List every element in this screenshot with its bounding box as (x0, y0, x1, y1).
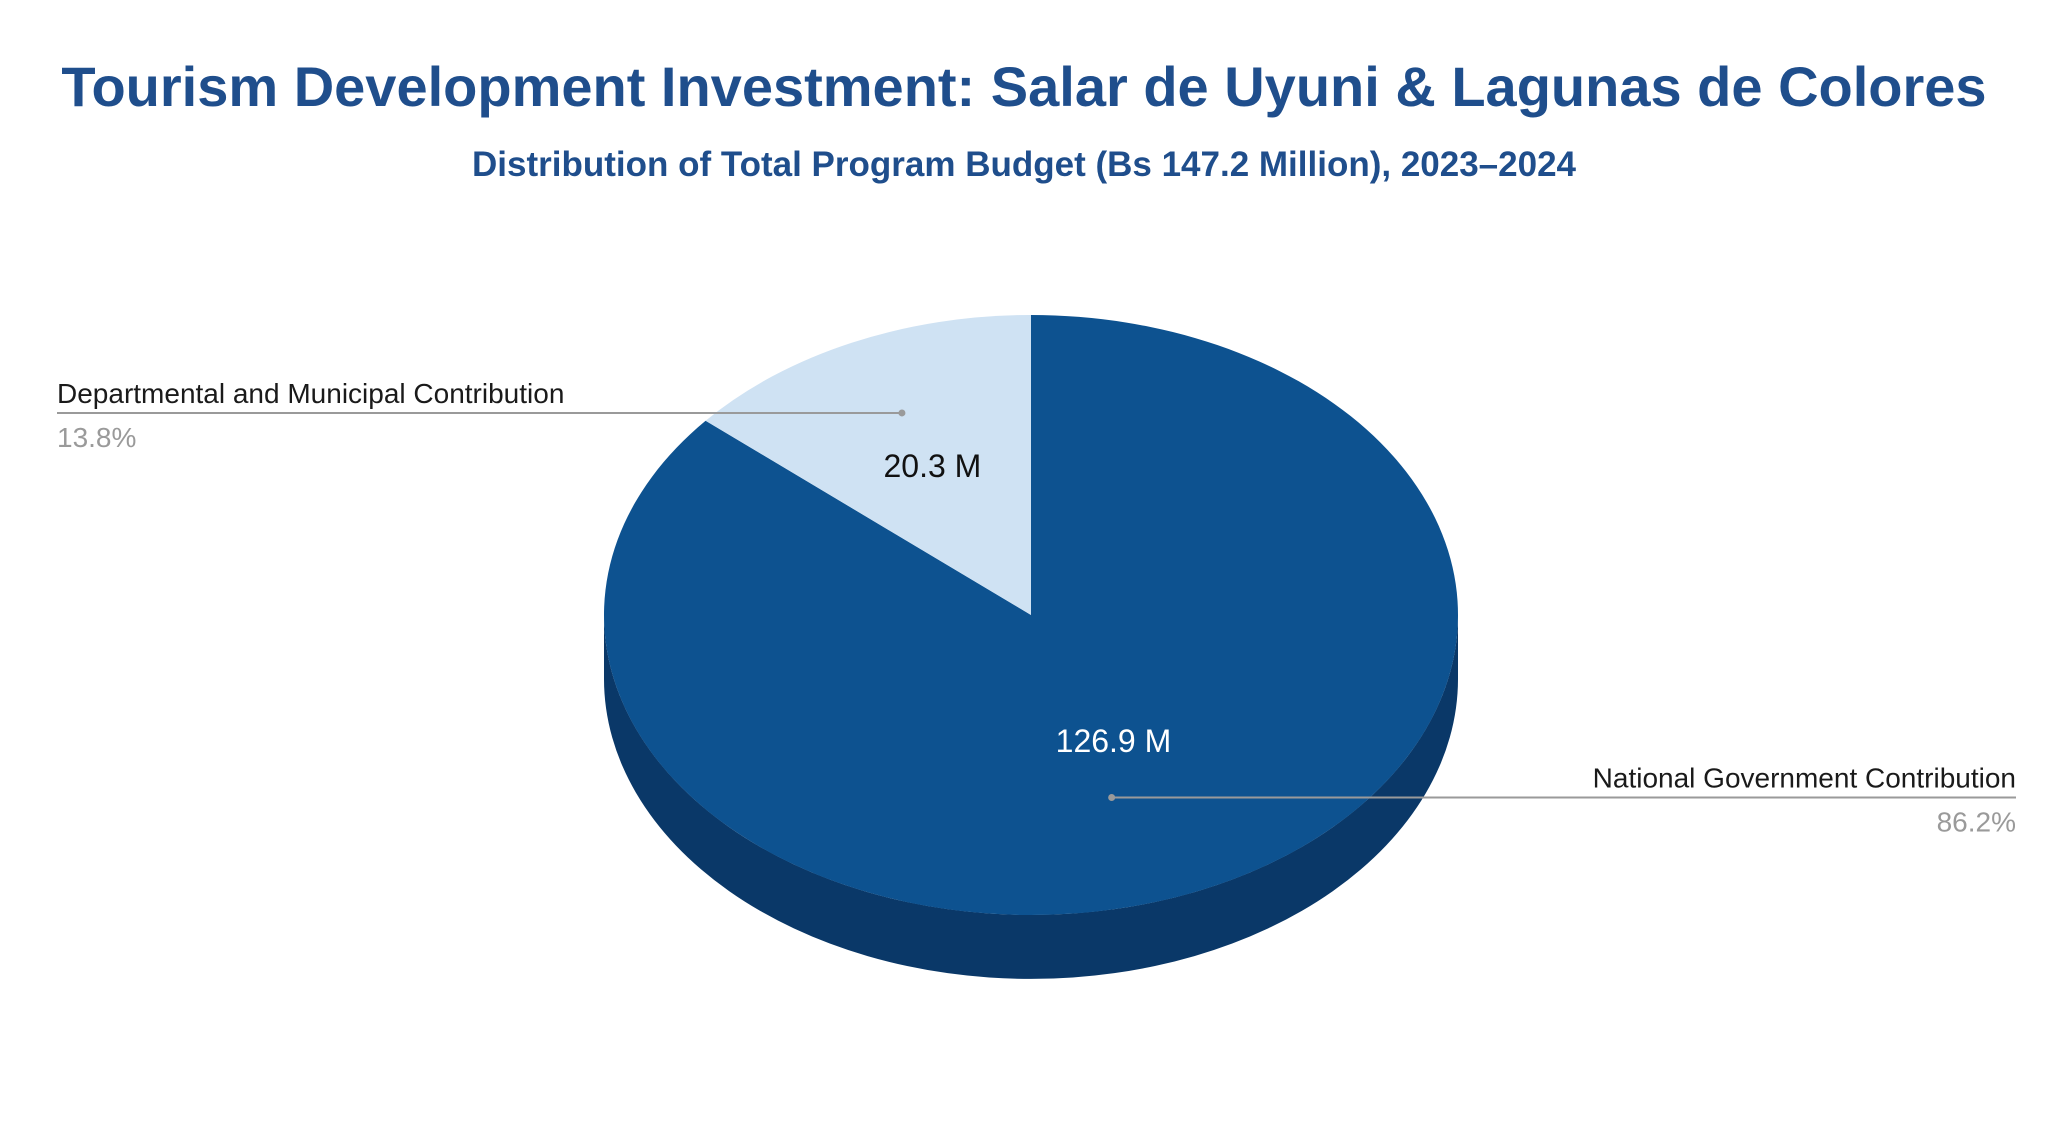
pie-slice-0[interactable] (603, 315, 1458, 916)
pie-slice-1[interactable] (705, 315, 1031, 615)
leader-dot-1 (898, 409, 906, 417)
chart-title: Tourism Development Investment: Salar de… (61, 55, 1986, 118)
slice-value-label-1: 20.3 M (883, 448, 981, 484)
leader-dot-0 (1108, 794, 1116, 802)
pie-slice-side-0 (604, 615, 1458, 979)
chart-subtitle: Distribution of Total Program Budget (Bs… (472, 145, 1577, 184)
legend-label-1: Departmental and Municipal Contribution 1… (57, 378, 906, 453)
pie-layer (603, 315, 1458, 979)
legend-percent-1: 13.8% (57, 422, 136, 453)
label-layer: 126.9 M 20.3 M National Government Contrib… (57, 378, 2016, 838)
slice-value-label-0: 126.9 M (1056, 723, 1172, 759)
legend-name-1: Departmental and Municipal Contribution (57, 378, 564, 409)
legend-percent-0: 86.2% (1937, 807, 2016, 838)
legend-name-0: National Government Contribution (1593, 763, 2016, 794)
legend-label-0: National Government Contribution 86.2% (1108, 763, 2016, 838)
